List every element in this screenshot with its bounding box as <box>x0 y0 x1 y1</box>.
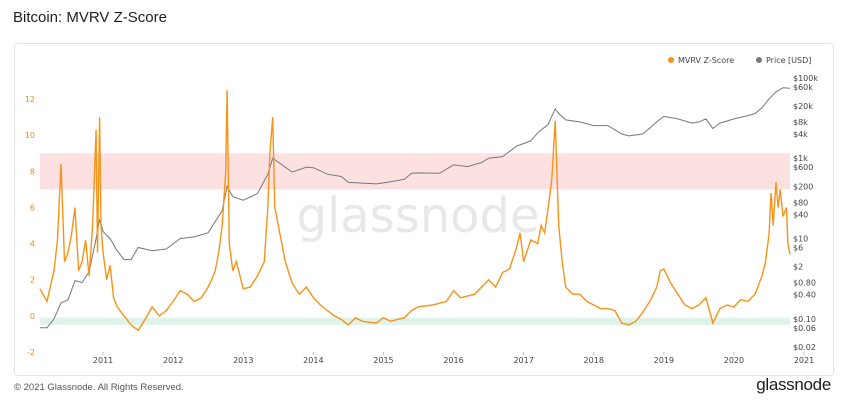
left-tick-label: 4 <box>30 240 35 249</box>
left-tick-label: 8 <box>30 167 35 176</box>
legend-price-label[interactable]: Price [USD] <box>766 56 811 65</box>
x-tick-label: 2012 <box>163 356 183 365</box>
right-tick-label: $6 <box>793 243 803 252</box>
watermark: glassnode <box>296 188 539 244</box>
right-tick-label: $1k <box>793 154 808 163</box>
copyright-text: © 2021 Glassnode. All Rights Reserved. <box>14 382 184 393</box>
right-tick-label: $600 <box>793 163 813 172</box>
legend: MVRV Z-Score Price [USD] <box>668 56 811 65</box>
left-tick-label: 0 <box>30 312 35 321</box>
x-tick-label: 2011 <box>93 356 113 365</box>
right-tick-label: $100k <box>793 74 818 83</box>
glassnode-logo[interactable]: glassnode <box>756 375 831 394</box>
x-tick-label: 2018 <box>584 356 604 365</box>
left-tick-label: 6 <box>30 203 35 212</box>
right-tick-label: $0.02 <box>793 343 816 352</box>
left-tick-label: 10 <box>25 131 35 140</box>
x-tick-label: 2015 <box>373 356 393 365</box>
page-title: Bitcoin: MVRV Z-Score <box>13 9 167 26</box>
right-tick-label: $0.10 <box>793 315 816 324</box>
x-tick-label: 2021 <box>794 356 814 365</box>
undervalued-band <box>40 317 790 325</box>
right-tick-label: $80 <box>793 198 808 207</box>
legend-zscore-marker[interactable] <box>668 57 674 63</box>
legend-zscore-label[interactable]: MVRV Z-Score <box>678 56 734 65</box>
left-tick-label: -2 <box>27 348 35 357</box>
left-tick-label: 2 <box>30 276 35 285</box>
overvalued-band <box>40 153 790 190</box>
right-tick-label: $4k <box>793 130 808 139</box>
price-series-line <box>40 87 791 329</box>
right-tick-label: $0.40 <box>793 291 816 300</box>
x-tick-label: 2013 <box>233 356 253 365</box>
left-axis-ticks: 12 10 8 6 4 2 0 -2 <box>25 95 35 357</box>
right-tick-label: $10 <box>793 235 808 244</box>
right-tick-label: $2 <box>793 263 803 272</box>
left-tick-label: 12 <box>25 95 35 104</box>
right-tick-label: $200 <box>793 182 813 191</box>
x-tick-label: 2019 <box>654 356 674 365</box>
x-axis-ticks: 2011 2012 2013 2014 2015 2016 2017 2018 2019 2020… <box>93 352 814 365</box>
x-tick-label: 2017 <box>513 356 533 365</box>
x-tick-label: 2020 <box>724 356 744 365</box>
right-tick-label: $8k <box>793 118 808 127</box>
right-axis-ticks: $100k$60k$20k$8k$4k$1k$600$200$80$40$10$… <box>793 74 818 352</box>
right-tick-label: $20k <box>793 102 813 111</box>
right-tick-label: $40 <box>793 210 808 219</box>
legend-price-marker[interactable] <box>756 57 762 63</box>
right-tick-label: $0.06 <box>793 324 816 333</box>
x-tick-label: 2014 <box>303 356 323 365</box>
zscore-series-line <box>39 90 791 332</box>
right-tick-label: $60k <box>793 83 813 92</box>
right-tick-label: $0.80 <box>793 279 816 288</box>
x-tick-label: 2016 <box>443 356 463 365</box>
